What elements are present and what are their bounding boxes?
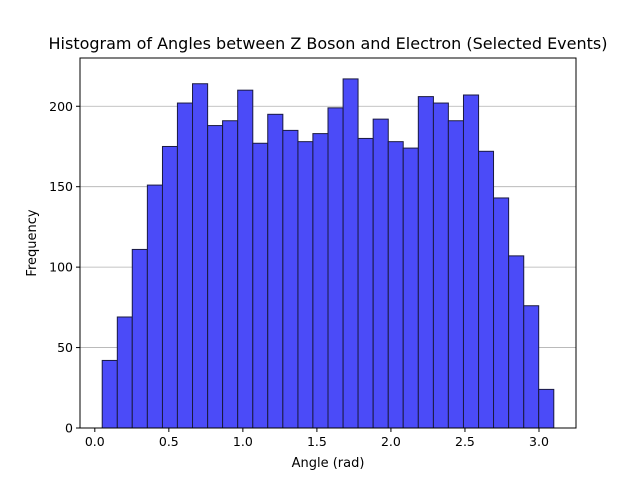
y-tick-label: 150 bbox=[49, 179, 73, 194]
x-tick-label: 3.0 bbox=[529, 434, 549, 449]
y-axis-ticks: 0 50 100 150 200 bbox=[49, 99, 80, 436]
histogram-bar-20 bbox=[387, 141, 404, 429]
y-tick-label: 50 bbox=[57, 340, 73, 355]
axes-frame bbox=[79, 57, 577, 429]
histogram-bar-18 bbox=[357, 137, 374, 429]
histogram-bar-11 bbox=[252, 142, 269, 429]
histogram-bar-13 bbox=[282, 129, 299, 429]
histogram-bar-10 bbox=[237, 89, 254, 429]
histogram-bars bbox=[101, 78, 555, 429]
y-axis-label: Frequency bbox=[25, 209, 40, 276]
histogram-bar-15 bbox=[312, 133, 329, 429]
x-tick-label: 0.0 bbox=[85, 434, 105, 449]
histogram-bar-12 bbox=[267, 113, 284, 429]
histogram-bar-25 bbox=[462, 94, 480, 429]
y-tick-label: 200 bbox=[49, 99, 73, 114]
x-tick-label: 2.5 bbox=[455, 434, 475, 449]
histogram-bar-17 bbox=[342, 78, 359, 429]
x-tick-label: 0.5 bbox=[159, 434, 179, 449]
x-tick-label: 2.0 bbox=[381, 434, 401, 449]
histogram-bar-4 bbox=[146, 184, 163, 429]
x-tick-label: 1.0 bbox=[233, 434, 253, 449]
histogram-bar-23 bbox=[432, 102, 449, 429]
histogram-bar-19 bbox=[372, 118, 389, 429]
histogram-bar-7 bbox=[192, 83, 209, 429]
histogram-bar-16 bbox=[327, 107, 344, 429]
y-tick-label: 100 bbox=[49, 260, 73, 275]
x-axis-ticks: 0.0 0.5 1.0 1.5 2.0 2.5 3.0 bbox=[85, 428, 549, 449]
histogram-bar-3 bbox=[131, 248, 148, 429]
histogram-bar-22 bbox=[417, 96, 434, 429]
histogram-bar-1 bbox=[101, 359, 118, 429]
histogram-bar-28 bbox=[508, 255, 525, 429]
chart-title: Histogram of Angles between Z Boson and … bbox=[49, 34, 608, 53]
histogram-bar-2 bbox=[116, 316, 133, 429]
histogram-bar-5 bbox=[161, 145, 178, 429]
histogram-bar-29 bbox=[523, 305, 540, 429]
x-tick-label: 1.5 bbox=[307, 434, 327, 449]
histogram-bar-6 bbox=[176, 102, 194, 429]
histogram-bar-26 bbox=[478, 150, 495, 429]
histogram-bar-9 bbox=[222, 120, 239, 429]
histogram-bar-30 bbox=[538, 388, 555, 429]
histogram-bar-8 bbox=[207, 125, 224, 429]
histogram-bar-27 bbox=[493, 197, 510, 429]
histogram-bar-24 bbox=[447, 120, 464, 429]
x-axis-label: Angle (rad) bbox=[292, 456, 365, 471]
y-tick-label: 0 bbox=[65, 421, 73, 436]
histogram-bar-14 bbox=[297, 141, 314, 429]
histogram-bar-21 bbox=[402, 147, 419, 429]
